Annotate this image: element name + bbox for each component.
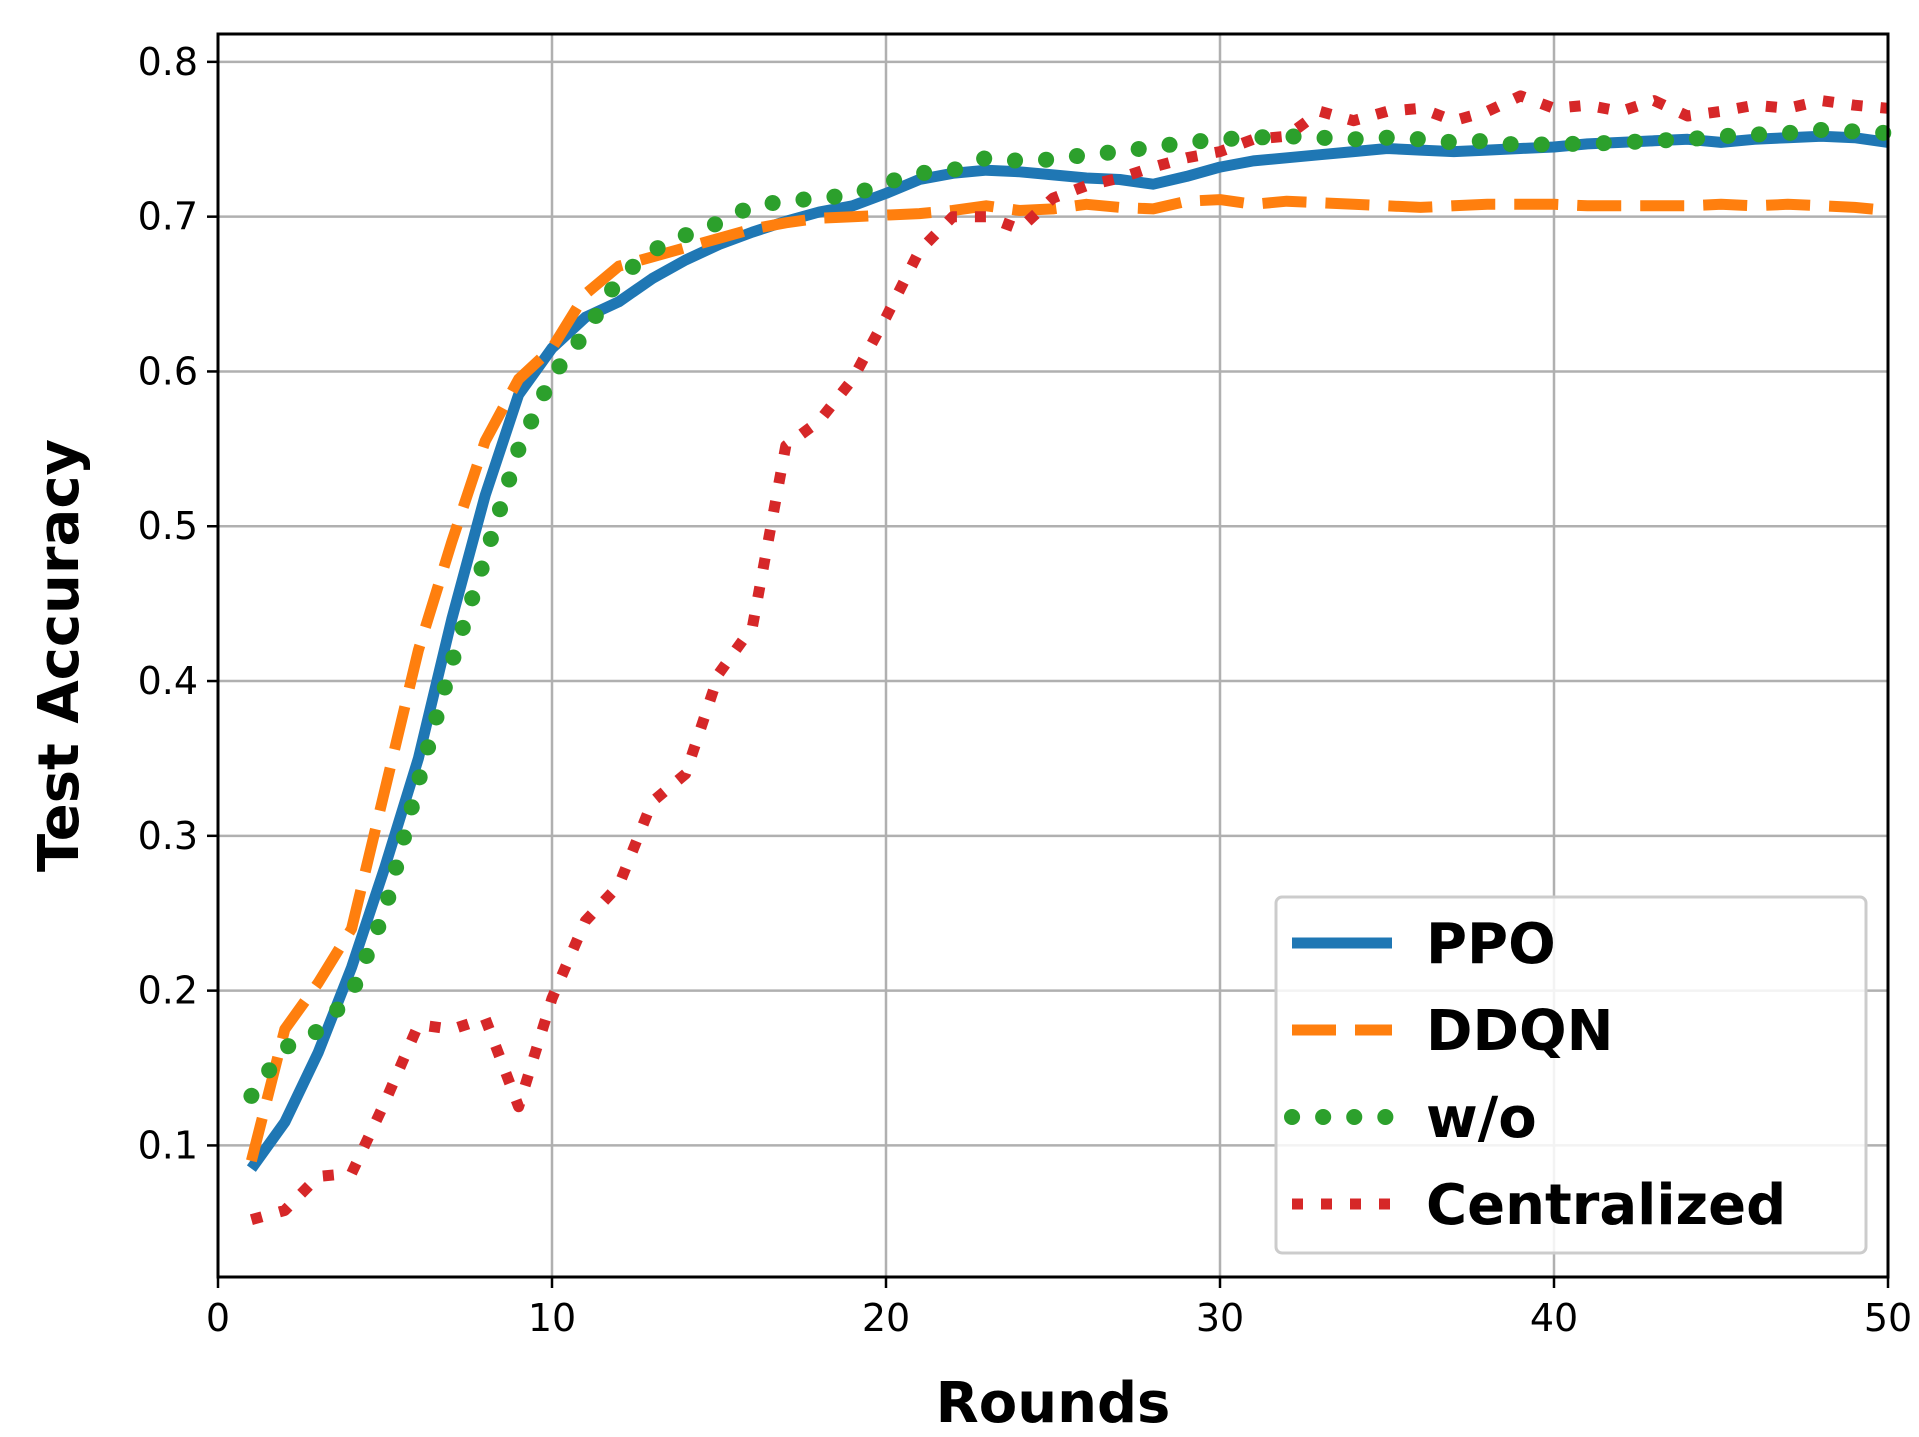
x-tick-label: 20	[862, 1296, 910, 1340]
y-tick-label: 0.4	[138, 659, 198, 703]
y-axis-label: Test Accuracy	[27, 439, 92, 872]
grid-lines	[216, 34, 1890, 1277]
series-layer	[243, 90, 1896, 1225]
series-line-w-o	[243, 122, 1896, 1104]
axis-ticks: 0 10 20 30 40 50 0.1 0.2 0.3 0.4 0.5 0.6 0.7 0.8	[138, 40, 1913, 1340]
y-tick-label: 0.8	[138, 40, 198, 84]
legend-label: w/o	[1426, 1086, 1537, 1151]
x-tick-label: 30	[1196, 1296, 1244, 1340]
y-tick-label: 0.5	[138, 504, 198, 548]
x-tick-label: 50	[1864, 1296, 1912, 1340]
x-tick-label: 10	[528, 1296, 576, 1340]
legend-label: DDQN	[1426, 999, 1613, 1064]
y-tick-label: 0.3	[138, 814, 198, 858]
y-tick-label: 0.1	[138, 1123, 198, 1167]
y-tick-label: 0.2	[138, 969, 198, 1013]
legend-box	[1274, 895, 1868, 1255]
plot-frame	[216, 32, 1890, 1279]
legend-label: Centralized	[1426, 1173, 1786, 1238]
y-tick-label: 0.6	[138, 349, 198, 393]
legend: PPO DDQN w/o Centralized	[1274, 895, 1868, 1255]
y-tick-label: 0.7	[138, 195, 198, 239]
series-line-ppo	[246, 130, 1889, 1172]
series-line-ddqn	[246, 194, 1889, 1163]
x-axis-label: Rounds	[936, 1371, 1171, 1436]
x-tick-label: 40	[1530, 1296, 1578, 1340]
legend-label: PPO	[1426, 912, 1556, 977]
x-tick-label: 0	[206, 1296, 230, 1340]
